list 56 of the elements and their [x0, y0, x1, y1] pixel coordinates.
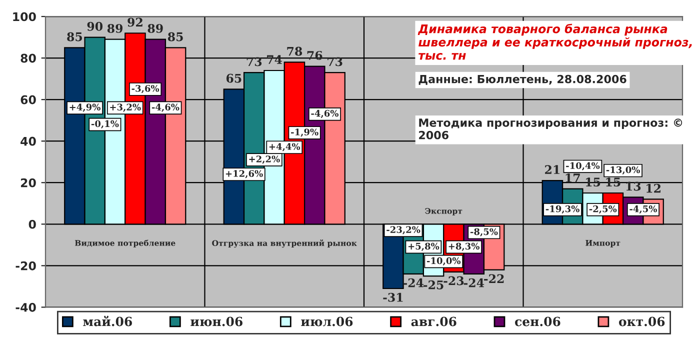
y-tick-label: 60: [20, 95, 36, 104]
annotation: -19,3%: [546, 205, 580, 214]
annotation: -1,9%: [291, 128, 318, 137]
annotation: Данные: Бюллетень, 28.08.2006: [418, 74, 626, 85]
legend-label: окт.06: [618, 316, 665, 326]
annotation: +8,3%: [448, 242, 480, 251]
annotation: +2,2%: [249, 156, 280, 164]
data-label: 17: [566, 173, 580, 182]
annotation: -4,6%: [152, 104, 180, 112]
legend-label: июн.06: [190, 316, 242, 326]
data-label: 89: [107, 24, 123, 33]
data-label: 65: [226, 74, 242, 83]
legend-label: июл.06: [301, 316, 353, 326]
legend-label: сен.06: [515, 316, 560, 326]
annotation: -0,1%: [91, 120, 119, 128]
y-tick-label: -40: [16, 302, 36, 312]
data-label: -22: [484, 274, 504, 283]
annotation: +12,6%: [226, 170, 263, 178]
annotation: -2,5%: [589, 205, 617, 214]
data-label: 89: [148, 24, 163, 33]
data-label: 13: [626, 182, 641, 191]
annotation: +4,4%: [269, 143, 300, 152]
annotation: -23,2%: [386, 226, 420, 234]
y-tick-label: 100: [13, 12, 36, 22]
annotation: -8,5%: [470, 228, 498, 236]
y-tick-label: 20: [20, 178, 36, 188]
y-tick-label: 80: [20, 54, 36, 63]
annotation: +3,2%: [110, 104, 141, 112]
data-label: 90: [87, 22, 103, 31]
data-label: 73: [246, 57, 262, 66]
annotation: +5,8%: [408, 242, 440, 251]
annotation: -3,6%: [132, 84, 160, 94]
y-tick-label: 0: [28, 220, 36, 229]
annotation: +4,9%: [70, 104, 100, 112]
data-label: 85: [67, 32, 82, 42]
data-label: 85: [168, 32, 183, 42]
text: Динамика товарного баланса рынка швеллера и ее краткосрочный прогноз, тыс. тн: [418, 24, 692, 60]
legend-label: авг.06: [411, 316, 456, 326]
data-label: 73: [328, 57, 342, 66]
annotation: -13,0%: [606, 166, 640, 175]
data-label: -23: [444, 276, 464, 286]
y-tick-label: -20: [16, 261, 36, 270]
data-label: -31: [383, 292, 403, 302]
annotation: -10,4%: [566, 162, 600, 170]
annotation: Методика прогнозирования и прогноз: © 2006: [419, 118, 682, 140]
data-label: -24: [464, 278, 484, 288]
y-tick-label: 40: [20, 136, 36, 146]
annotation: -10,0%: [426, 257, 461, 266]
data-label: -25: [424, 280, 444, 290]
data-label: 12: [646, 184, 660, 193]
legend-label: май.06: [83, 316, 132, 326]
data-label: 21: [545, 165, 560, 174]
data-label: 78: [287, 46, 302, 56]
data-label: 92: [128, 18, 142, 27]
annotation: -4,5%: [630, 205, 658, 214]
annotation: -4,6%: [311, 110, 339, 118]
